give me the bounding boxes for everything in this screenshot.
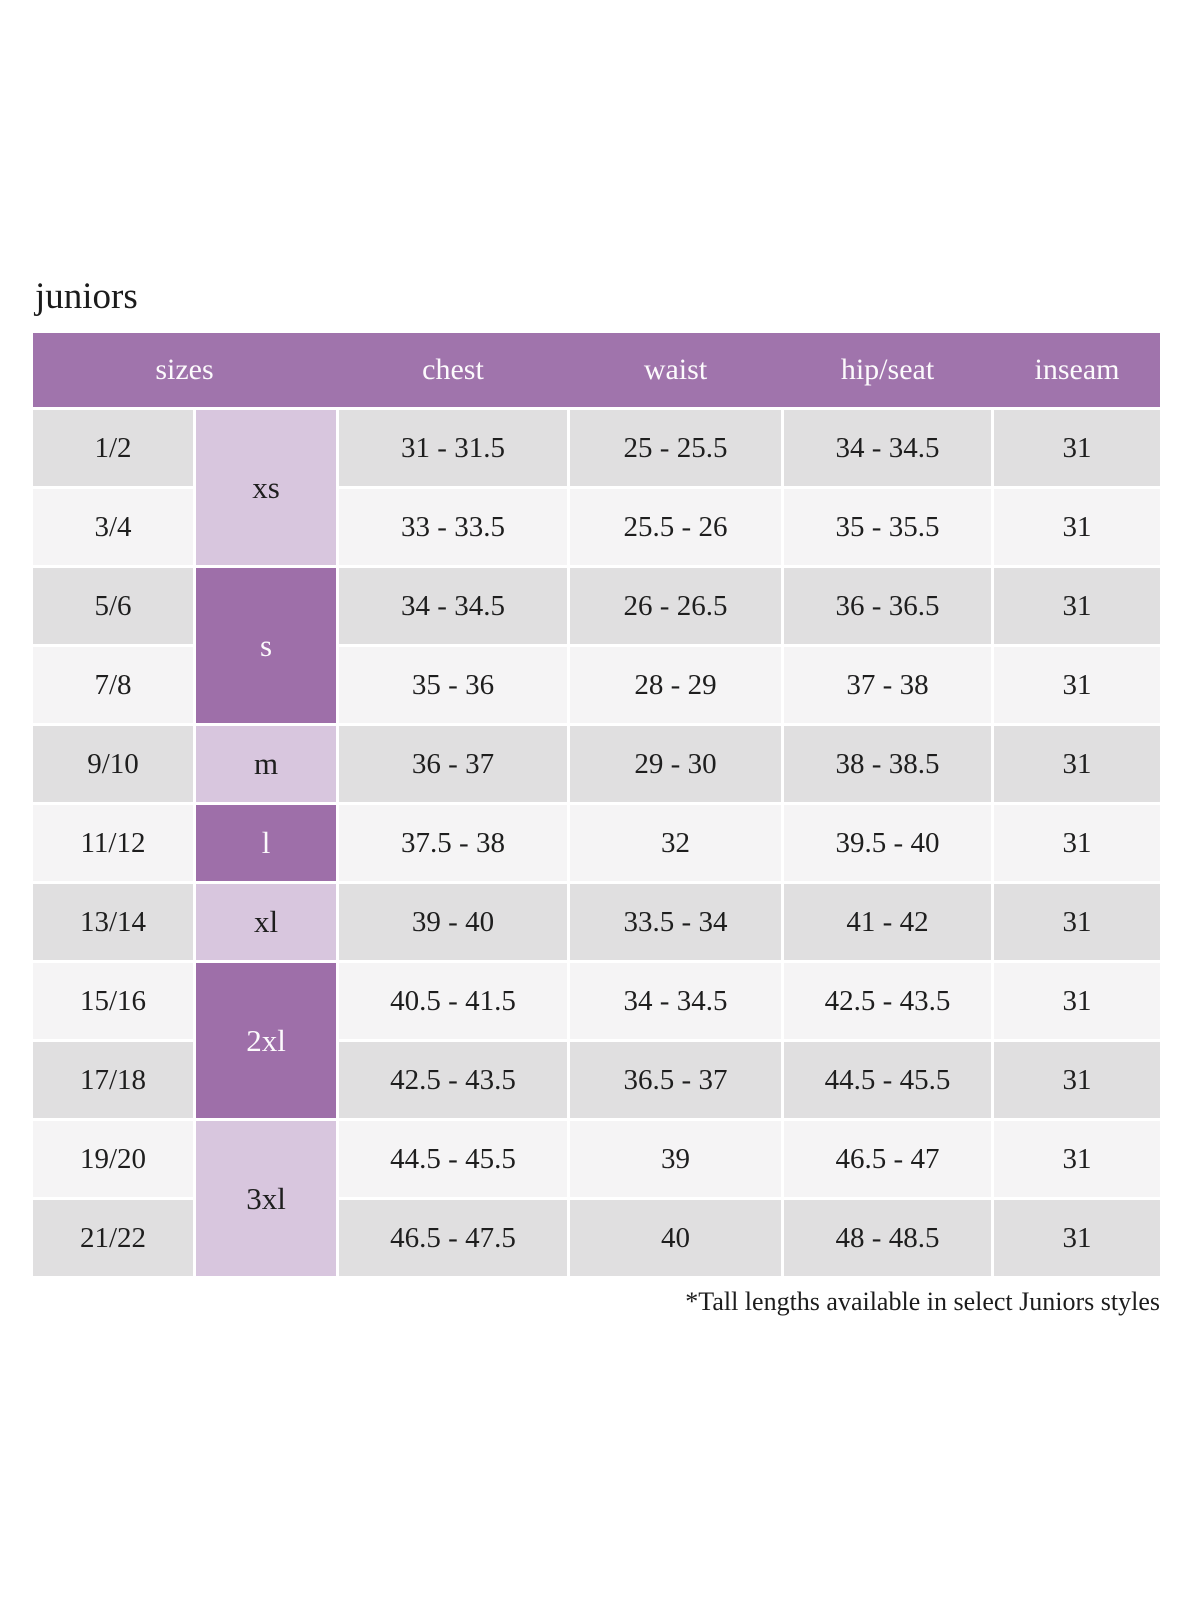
waist-cell: 29 - 30	[570, 726, 781, 802]
chest-cell: 46.5 - 47.5	[339, 1200, 567, 1276]
inseam-cell: 31	[994, 647, 1160, 723]
size-group-cell-3xl: 3xl	[196, 1121, 336, 1276]
waist-cell: 39	[570, 1121, 781, 1197]
hip-seat-cell: 36 - 36.5	[784, 568, 991, 644]
size-cell: 3/4	[33, 489, 193, 565]
page-title: juniors	[35, 276, 138, 317]
chest-cell: 31 - 31.5	[339, 410, 567, 486]
waist-cell: 34 - 34.5	[570, 963, 781, 1039]
inseam-cell: 31	[994, 410, 1160, 486]
size-cell: 19/20	[33, 1121, 193, 1197]
hip-seat-cell: 35 - 35.5	[784, 489, 991, 565]
size-group-cell-xl: xl	[196, 884, 336, 960]
size-cell: 13/14	[33, 884, 193, 960]
chest-cell: 44.5 - 45.5	[339, 1121, 567, 1197]
inseam-cell: 31	[994, 963, 1160, 1039]
size-cell: 11/12	[33, 805, 193, 881]
size-chart-page: juniors sizes chest waist hip/seat insea…	[33, 276, 1160, 1316]
chest-cell: 42.5 - 43.5	[339, 1042, 567, 1118]
size-cell: 7/8	[33, 647, 193, 723]
size-group-cell-xs: xs	[196, 410, 336, 565]
size-cell: 1/2	[33, 410, 193, 486]
chest-cell: 33 - 33.5	[339, 489, 567, 565]
size-cell: 5/6	[33, 568, 193, 644]
juniors-size-table: sizes chest waist hip/seat inseam 1/2 xs…	[33, 333, 1160, 1276]
size-cell: 15/16	[33, 963, 193, 1039]
hip-seat-cell: 41 - 42	[784, 884, 991, 960]
hip-seat-cell: 42.5 - 43.5	[784, 963, 991, 1039]
waist-cell: 25 - 25.5	[570, 410, 781, 486]
header-inseam: inseam	[1034, 353, 1120, 386]
size-cell: 17/18	[33, 1042, 193, 1118]
hip-seat-cell: 37 - 38	[784, 647, 991, 723]
size-cell: 21/22	[33, 1200, 193, 1276]
chest-cell: 39 - 40	[339, 884, 567, 960]
chest-cell: 35 - 36	[339, 647, 567, 723]
waist-cell: 32	[570, 805, 781, 881]
waist-cell: 26 - 26.5	[570, 568, 781, 644]
waist-cell: 36.5 - 37	[570, 1042, 781, 1118]
size-group-cell-l: l	[196, 805, 336, 881]
inseam-cell: 31	[994, 568, 1160, 644]
size-group-cell-s: s	[196, 568, 336, 723]
header-waist: waist	[643, 353, 708, 386]
waist-cell: 33.5 - 34	[570, 884, 781, 960]
size-cell: 9/10	[33, 726, 193, 802]
hip-seat-cell: 48 - 48.5	[784, 1200, 991, 1276]
hip-seat-cell: 38 - 38.5	[784, 726, 991, 802]
hip-seat-cell: 46.5 - 47	[784, 1121, 991, 1197]
inseam-cell: 31	[994, 884, 1160, 960]
waist-cell: 28 - 29	[570, 647, 781, 723]
chest-cell: 34 - 34.5	[339, 568, 567, 644]
chest-cell: 40.5 - 41.5	[339, 963, 567, 1039]
inseam-cell: 31	[994, 1121, 1160, 1197]
size-group-cell-2xl: 2xl	[196, 963, 336, 1118]
inseam-cell: 31	[994, 805, 1160, 881]
hip-seat-cell: 34 - 34.5	[784, 410, 991, 486]
header-hip-seat: hip/seat	[840, 353, 935, 386]
header-sizes: sizes	[155, 353, 214, 386]
footnote: *Tall lengths available in select Junior…	[685, 1287, 1160, 1316]
chest-cell: 36 - 37	[339, 726, 567, 802]
waist-cell: 40	[570, 1200, 781, 1276]
hip-seat-cell: 39.5 - 40	[784, 805, 991, 881]
table-header-bar	[33, 333, 1160, 407]
inseam-cell: 31	[994, 489, 1160, 565]
size-group-cell-m: m	[196, 726, 336, 802]
inseam-cell: 31	[994, 1042, 1160, 1118]
waist-cell: 25.5 - 26	[570, 489, 781, 565]
hip-seat-cell: 44.5 - 45.5	[784, 1042, 991, 1118]
inseam-cell: 31	[994, 726, 1160, 802]
chest-cell: 37.5 - 38	[339, 805, 567, 881]
inseam-cell: 31	[994, 1200, 1160, 1276]
header-chest: chest	[422, 353, 484, 386]
